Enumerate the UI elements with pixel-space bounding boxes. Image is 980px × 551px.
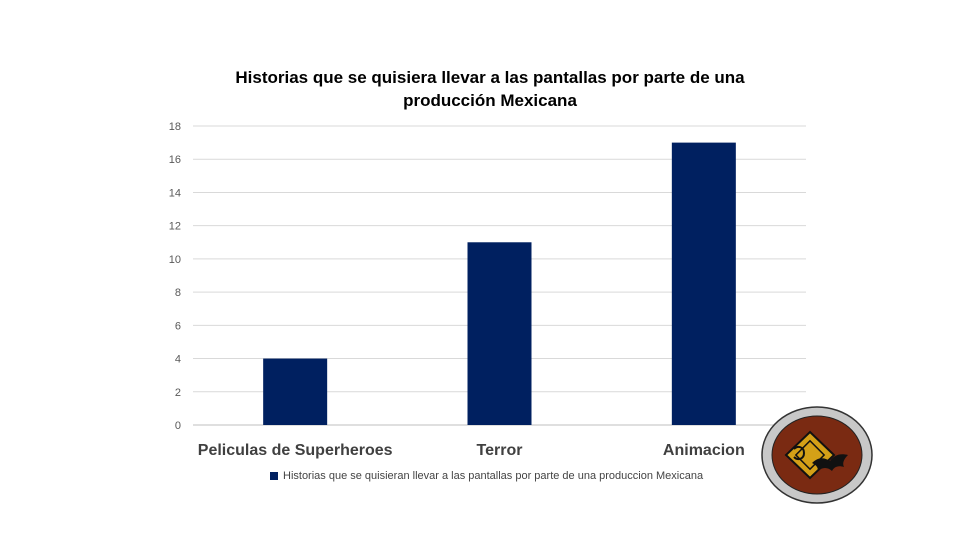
- y-tick-label: 16: [169, 154, 181, 166]
- legend-swatch: [270, 472, 278, 480]
- logo-emblem: [761, 406, 873, 504]
- y-tick-label: 6: [175, 320, 181, 332]
- x-tick-label: Peliculas de Superheroes: [198, 442, 393, 459]
- bat-icon: [812, 454, 848, 471]
- y-tick-label: 12: [169, 221, 181, 233]
- chart-title: Historias que se quisiera llevar a las p…: [235, 68, 745, 110]
- legend: Historias que se quisieran llevar a las …: [270, 470, 703, 482]
- bar-animacion: [671, 142, 736, 425]
- y-tick-label: 8: [175, 287, 181, 299]
- bar-peliculas-de-superheroes: [263, 358, 328, 425]
- bar-terror: [467, 242, 532, 425]
- y-tick-label: 0: [175, 420, 181, 432]
- x-tick-label: Animacion: [663, 442, 745, 459]
- y-tick-label: 18: [169, 121, 181, 133]
- logo-horn-icon: [793, 445, 806, 461]
- x-tick-label: Terror: [477, 442, 523, 459]
- y-tick-label: 10: [169, 254, 181, 266]
- y-tick-label: 14: [169, 187, 181, 199]
- legend-label: Historias que se quisieran llevar a las …: [283, 470, 704, 482]
- y-tick-label: 2: [175, 387, 181, 399]
- y-tick-label: 4: [175, 354, 181, 366]
